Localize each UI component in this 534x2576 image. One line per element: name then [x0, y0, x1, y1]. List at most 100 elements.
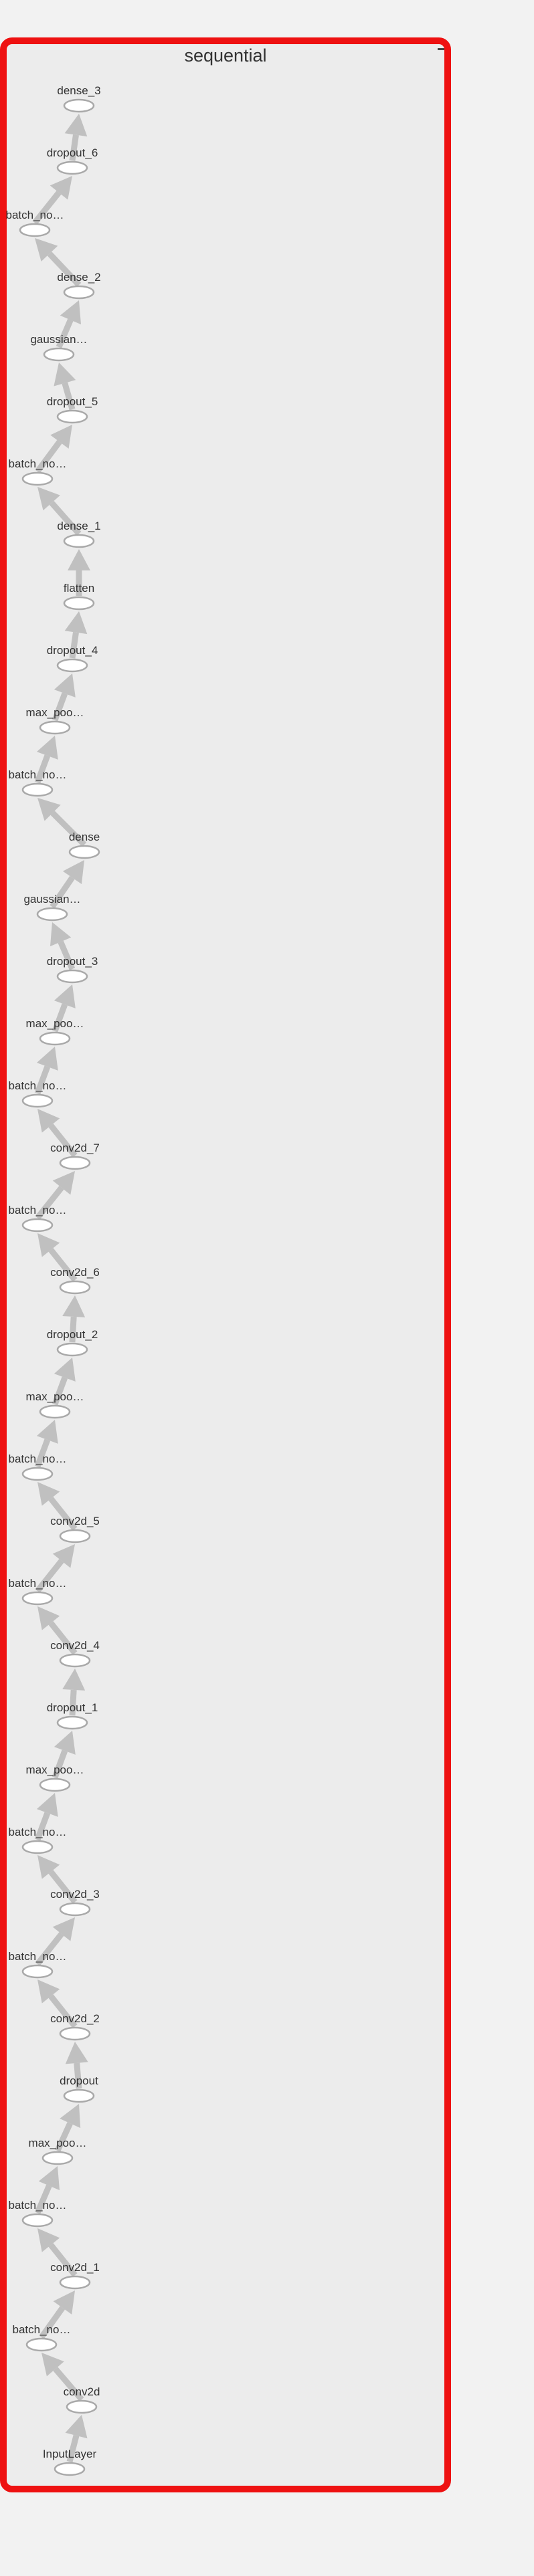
node-oval[interactable] [41, 2151, 74, 2165]
node-label: conv2d [64, 2385, 100, 2398]
node-oval[interactable] [59, 1156, 91, 1170]
graph-node[interactable]: dropout_2 [47, 1328, 98, 1357]
edge-arrowhead [65, 2042, 88, 2064]
node-oval[interactable] [56, 969, 88, 984]
graph-node[interactable]: max_poo… [26, 1017, 84, 1046]
graph-node[interactable]: conv2d_2 [50, 2012, 100, 2041]
node-oval[interactable] [59, 1529, 91, 1543]
node-oval[interactable] [21, 2213, 54, 2228]
edge-arrowhead [37, 1233, 60, 1257]
graph-node[interactable]: batch_no… [6, 209, 64, 237]
node-label: batch_no… [9, 2199, 67, 2212]
graph-node[interactable]: conv2d_4 [50, 1639, 100, 1668]
graph-title: sequential [184, 45, 267, 66]
graph-node[interactable]: batch_no… [9, 1204, 67, 1232]
graph-node[interactable]: max_poo… [26, 706, 84, 735]
node-oval[interactable] [54, 2462, 86, 2476]
graph-edge [52, 1749, 68, 1779]
node-oval[interactable] [21, 1964, 54, 1979]
node-oval[interactable] [56, 1342, 88, 1357]
node-oval[interactable] [59, 1653, 91, 1668]
collapse-button[interactable] [438, 48, 444, 50]
node-oval[interactable] [68, 845, 100, 859]
node-oval[interactable] [21, 1093, 54, 1108]
graph-node[interactable]: dropout_6 [47, 146, 98, 175]
node-oval[interactable] [19, 223, 51, 237]
node-oval[interactable] [21, 471, 54, 486]
graph-node[interactable]: batch_no… [9, 1453, 67, 1481]
graph-node[interactable]: gaussian… [23, 893, 81, 922]
graph-node[interactable]: dropout_4 [47, 644, 98, 673]
node-oval[interactable] [56, 160, 88, 175]
node-oval[interactable] [56, 1715, 88, 1730]
graph-node[interactable]: dense_2 [57, 271, 101, 300]
graph-node[interactable]: batch_no… [9, 768, 67, 797]
edge-arrowhead [62, 860, 84, 885]
node-oval[interactable] [39, 1778, 71, 1792]
node-oval[interactable] [56, 658, 88, 673]
node-oval[interactable] [21, 1591, 54, 1606]
graph-node[interactable]: gaussian… [30, 333, 88, 362]
graph-node[interactable]: batch_no… [9, 1079, 67, 1108]
graph-edge [34, 1065, 51, 1095]
graph-edge [69, 1689, 77, 1716]
node-oval[interactable] [21, 782, 54, 797]
node-oval[interactable] [21, 1467, 54, 1481]
node-oval[interactable] [59, 2275, 91, 2290]
graph-node[interactable]: batch_no… [9, 2199, 67, 2228]
graph-node[interactable]: max_poo… [26, 1390, 84, 1419]
edge-arrowhead [36, 1420, 58, 1444]
graph-node[interactable]: conv2d [64, 2385, 100, 2414]
node-oval[interactable] [63, 596, 95, 611]
node-oval[interactable] [43, 347, 75, 362]
node-oval[interactable] [63, 534, 95, 548]
node-oval[interactable] [39, 1404, 71, 1419]
graph-edge [35, 1186, 64, 1220]
graph-edge [49, 500, 82, 536]
node-label: gaussian… [23, 893, 80, 905]
graph-node[interactable]: batch_no… [9, 1577, 67, 1606]
graph-node[interactable]: batch_no… [9, 457, 67, 486]
node-oval[interactable] [36, 907, 68, 922]
graph-node[interactable]: dropout_5 [47, 395, 98, 424]
edge-arrowhead [36, 1793, 58, 1817]
node-oval[interactable] [66, 2399, 98, 2414]
node-label: conv2d_4 [50, 1639, 100, 1652]
node-label: batch_no… [6, 209, 64, 221]
node-oval[interactable] [59, 1902, 91, 1917]
graph-node[interactable]: conv2d_5 [50, 1515, 100, 1543]
graph-node[interactable]: batch_no… [9, 1826, 67, 1854]
node-oval[interactable] [56, 409, 88, 424]
node-label: batch_no… [9, 768, 67, 781]
node-label: dropout_6 [47, 146, 98, 159]
node-oval[interactable] [39, 1031, 71, 1046]
graph-node[interactable]: conv2d_1 [50, 2261, 100, 2290]
graph-node[interactable]: InputLayer [43, 2448, 97, 2476]
node-oval[interactable] [39, 720, 71, 735]
graph-node[interactable]: dropout [60, 2074, 98, 2103]
graph-node[interactable]: batch_no… [9, 1950, 67, 1979]
graph-node[interactable]: max_poo… [26, 1763, 84, 1792]
edge-arrowhead [38, 2166, 60, 2191]
graph-node[interactable]: dense [68, 831, 100, 859]
node-oval[interactable] [59, 2026, 91, 2041]
node-oval[interactable] [21, 1218, 54, 1232]
graph-node[interactable]: conv2d_6 [50, 1266, 100, 1295]
node-oval[interactable] [21, 1840, 54, 1854]
graph-node[interactable]: batch_no… [13, 2323, 71, 2352]
graph-node[interactable]: dense_3 [57, 84, 101, 113]
graph-node[interactable]: max_poo… [29, 2137, 87, 2165]
graph-node[interactable]: conv2d_3 [50, 1888, 100, 1917]
graph-node[interactable]: flatten [63, 582, 95, 611]
node-oval[interactable] [63, 2088, 95, 2103]
node-oval[interactable] [63, 285, 95, 300]
edge-arrowhead [50, 176, 72, 200]
graph-node[interactable]: conv2d_7 [50, 1142, 100, 1170]
node-oval[interactable] [25, 2337, 58, 2352]
graph-node[interactable]: dropout_1 [47, 1701, 98, 1730]
node-oval[interactable] [63, 98, 95, 113]
graph-node[interactable]: dense_1 [57, 520, 101, 548]
edge-arrowhead [37, 1482, 60, 1506]
node-oval[interactable] [59, 1280, 91, 1295]
graph-node[interactable]: dropout_3 [47, 955, 98, 984]
